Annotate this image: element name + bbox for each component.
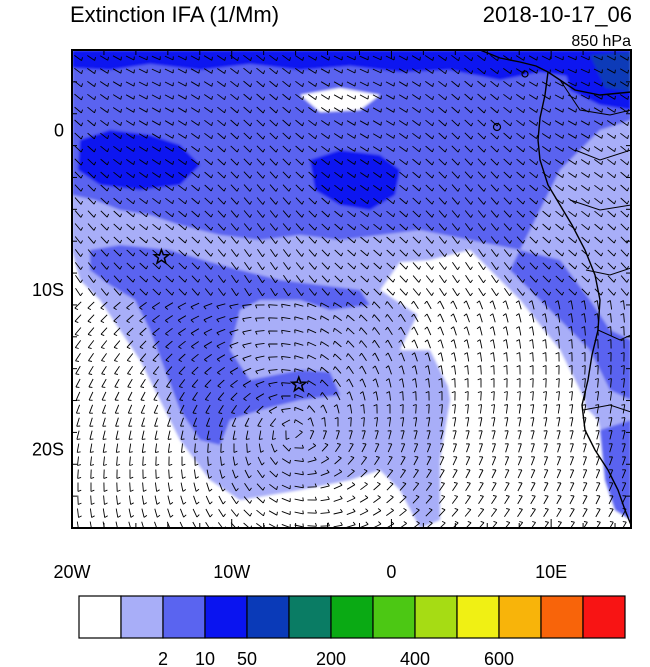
- colorbar-swatch: [120, 595, 164, 639]
- y-tick-label: 20S: [32, 439, 64, 459]
- extinction-field: [72, 50, 631, 528]
- colorbar-swatch: [540, 595, 584, 639]
- colorbar-label: 10: [195, 649, 215, 667]
- x-tick-label: 10W: [213, 562, 250, 582]
- axis-ticks: [71, 49, 631, 529]
- coastline: [479, 50, 631, 526]
- colorbar-label: 600: [484, 649, 514, 667]
- colorbar-label: 200: [316, 649, 346, 667]
- colorbar-swatch: [498, 595, 542, 639]
- colorbar-label: 50: [237, 649, 257, 667]
- colorbar-swatch: [162, 595, 206, 639]
- map-frame: [71, 49, 632, 529]
- colorbar-swatch: [456, 595, 500, 639]
- colorbar-swatch: [246, 595, 290, 639]
- star-marker: [289, 374, 308, 393]
- colorbar-swatch: [414, 595, 458, 639]
- colorbar-swatch: [582, 595, 626, 639]
- wind-barbs: [74, 54, 630, 528]
- x-tick-label: 10E: [535, 562, 567, 582]
- map-panel: [72, 50, 631, 528]
- colorbar-swatch: [372, 595, 416, 639]
- colorbar-label: 2: [158, 649, 168, 667]
- x-tick-label: 0: [386, 562, 396, 582]
- colorbar-label: 400: [400, 649, 430, 667]
- colorbar-swatch: [204, 595, 248, 639]
- colorbar-swatch: [330, 595, 374, 639]
- colorbar-swatch: [78, 595, 122, 639]
- island: [521, 70, 529, 78]
- x-tick-label: 20W: [53, 562, 90, 582]
- colorbar: 2 10 50 200 400 600: [78, 595, 626, 667]
- star-marker: [152, 247, 171, 265]
- y-tick-label: 10S: [32, 280, 64, 300]
- map-title: Extinction IFA (1/Mm): [70, 2, 279, 27]
- country-borders: [559, 79, 631, 413]
- colorbar-swatch: [288, 595, 332, 639]
- island: [492, 122, 502, 132]
- y-tick-label: 0: [54, 121, 64, 141]
- map-datetime: 2018-10-17_06: [483, 2, 632, 27]
- pressure-level: 850 hPa: [571, 33, 631, 50]
